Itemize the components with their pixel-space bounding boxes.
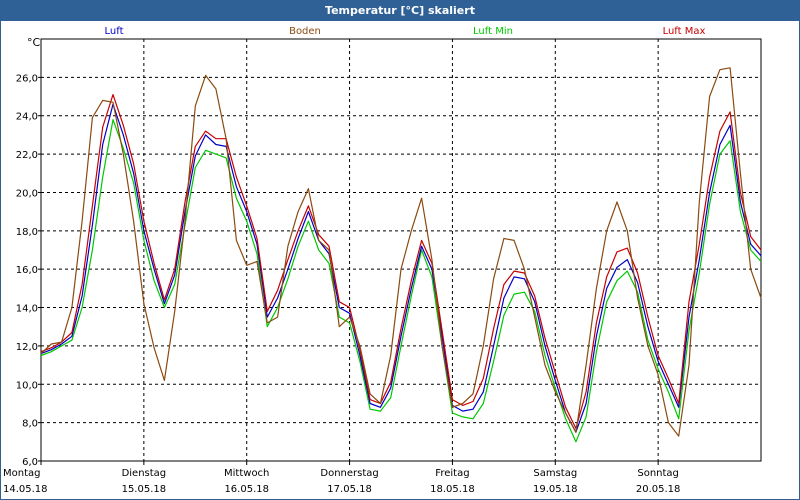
x-tick-label-date: 14.05.18 <box>3 484 48 495</box>
y-tick-label: 10,0 <box>16 380 38 391</box>
plot-frame <box>40 38 762 462</box>
x-tick-label-day: Dienstag <box>122 468 167 479</box>
y-axis-label: °C <box>27 36 41 49</box>
legend-entry: Luft <box>105 26 124 37</box>
y-tick-label: 8,0 <box>22 419 38 430</box>
x-tick-label-date: 20.05.18 <box>636 484 681 495</box>
x-tick-label-day: Donnerstag <box>320 468 378 479</box>
y-tick-label: 16,0 <box>16 265 38 276</box>
window-title: Temperatur [°C] skaliert <box>1 1 799 21</box>
y-tick-label: 12,0 <box>16 342 38 353</box>
legend-entry: Luft Min <box>473 26 513 37</box>
series-line-luft-min <box>40 118 762 443</box>
x-tick-label-day: Freitag <box>435 468 469 479</box>
series-line-luft-max <box>40 93 762 429</box>
y-tick-label: 22,0 <box>16 150 38 161</box>
x-tick-label-date: 19.05.18 <box>533 484 578 495</box>
series-line-luft <box>40 103 762 433</box>
x-tick-label-day: Mittwoch <box>224 468 269 479</box>
y-tick-label: 14,0 <box>16 304 38 315</box>
y-tick-label: 20,0 <box>16 188 38 199</box>
legend-entry: Luft Max <box>663 26 706 37</box>
x-tick-label-date: 18.05.18 <box>430 484 475 495</box>
legend-entry: Boden <box>289 26 321 37</box>
series-line-boden <box>40 67 762 437</box>
x-tick-label-date: 15.05.18 <box>122 484 167 495</box>
y-tick-label: 24,0 <box>16 112 38 123</box>
x-tick-label-day: Samstag <box>533 468 577 479</box>
y-tick-label: 26,0 <box>16 73 38 84</box>
y-tick-label: 18,0 <box>16 227 38 238</box>
x-tick-label-date: 17.05.18 <box>327 484 372 495</box>
x-tick-label-day: Sonntag <box>637 468 679 479</box>
x-tick-label-day: Montag <box>3 468 40 479</box>
x-tick-label-date: 16.05.18 <box>224 484 269 495</box>
y-tick-label: 6,0 <box>22 457 38 468</box>
